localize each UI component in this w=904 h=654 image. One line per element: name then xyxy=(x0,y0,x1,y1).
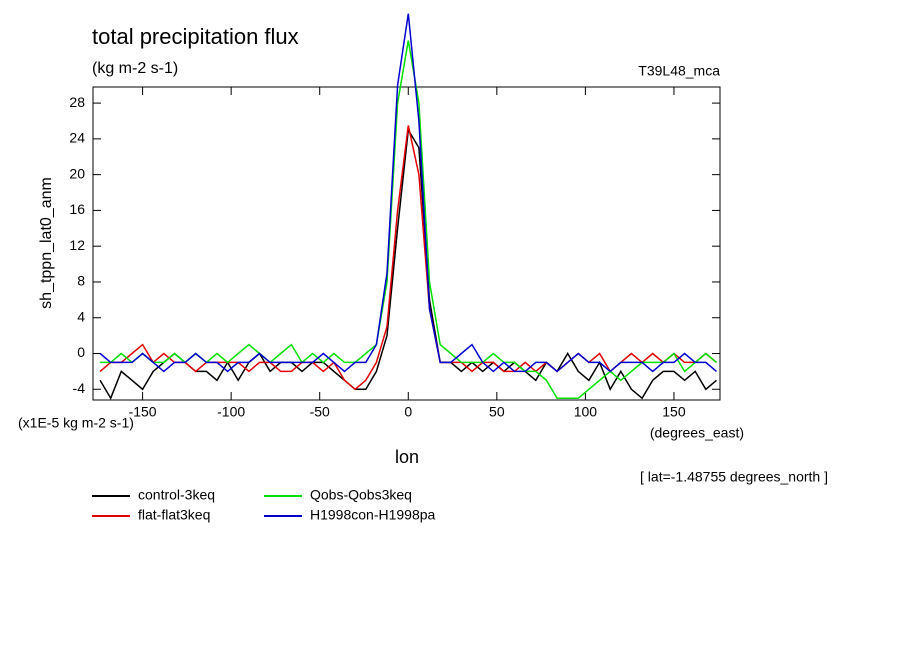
y-axis-label: sh_tppn_lat0_anm xyxy=(38,177,55,309)
y-tick-label: 12 xyxy=(69,237,85,253)
legend-label: Qobs-Qobs3keq xyxy=(310,487,412,503)
series-line xyxy=(99,13,717,373)
chart-subtitle: (kg m-2 s-1) xyxy=(92,60,178,77)
y-tick-label: 4 xyxy=(77,308,85,324)
legend-label: flat-flat3keq xyxy=(138,507,210,523)
y-tick-label: -4 xyxy=(73,380,86,396)
y-tick-label: 0 xyxy=(77,344,85,360)
x-tick-label: 150 xyxy=(662,404,686,420)
y-tick-label: 24 xyxy=(69,130,85,146)
x-tick-label: 50 xyxy=(489,404,505,420)
x-tick-label: 100 xyxy=(574,404,598,420)
x-tick-label: -100 xyxy=(217,404,245,420)
y-tick-label: 28 xyxy=(69,94,85,110)
legend-label: control-3keq xyxy=(138,487,215,503)
x-axis-label: lon xyxy=(395,447,419,467)
chart-title: total precipitation flux xyxy=(92,24,299,49)
footnote: [ lat=-1.48755 degrees_north ] xyxy=(640,469,828,485)
x-tick-label: -50 xyxy=(310,404,330,420)
series-line xyxy=(99,127,717,400)
x-tick-label: 0 xyxy=(404,404,412,420)
y-units: (x1E-5 kg m-2 s-1) xyxy=(18,415,134,431)
y-tick-label: 20 xyxy=(69,165,85,181)
y-tick-label: 8 xyxy=(77,273,85,289)
series-line xyxy=(99,125,717,391)
annotation: T39L48_mca xyxy=(638,63,720,79)
plot-frame xyxy=(92,86,721,401)
x-tick-label: -150 xyxy=(129,404,157,420)
y-tick-label: 16 xyxy=(69,201,85,217)
legend-label: H1998con-H1998pa xyxy=(310,507,436,523)
x-units: (degrees_east) xyxy=(650,425,744,441)
